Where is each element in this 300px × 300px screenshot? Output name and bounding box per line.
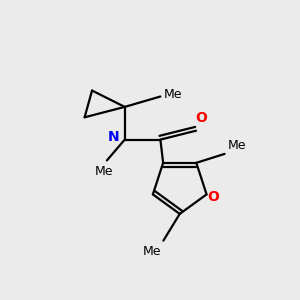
Text: O: O — [196, 111, 207, 125]
Text: Me: Me — [142, 245, 161, 258]
Text: Me: Me — [95, 165, 113, 178]
Text: Me: Me — [164, 88, 182, 100]
Text: N: N — [108, 130, 119, 144]
Text: O: O — [207, 190, 219, 204]
Text: Me: Me — [227, 140, 246, 152]
